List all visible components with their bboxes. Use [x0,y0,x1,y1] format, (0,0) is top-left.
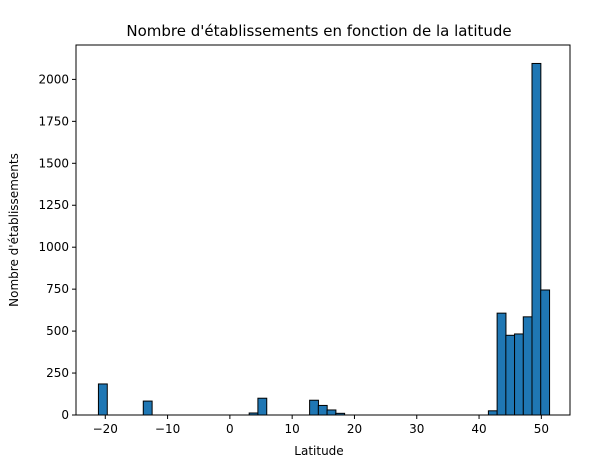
y-tick-label: 750 [46,282,69,296]
histogram-bar [531,62,542,416]
y-tick-label: 1000 [38,240,69,254]
x-tick-label: 10 [285,422,300,436]
histogram-bar [514,333,524,416]
y-tick-label: 0 [61,408,69,422]
x-tick-label: 50 [534,422,549,436]
x-tick-label: −10 [155,422,180,436]
x-tick-label: 40 [471,422,486,436]
x-axis-ticks: −20 −10 0 10 20 30 40 50 [93,415,549,436]
x-tick-label: 30 [409,422,424,436]
plot-area-frame [75,44,571,416]
histogram-bar [142,400,153,416]
y-tick-label: 250 [46,366,69,380]
x-axis-label: Latitude [294,444,343,458]
histogram-bar [317,404,328,416]
y-tick-label: 2000 [38,72,69,86]
histogram-bar [505,334,516,416]
x-tick-label: 20 [347,422,362,436]
histogram-bar [257,397,268,416]
chart-title: Nombre d'établissements en fonction de l… [126,22,511,40]
x-tick-label: 0 [226,422,234,436]
y-tick-label: 1750 [38,114,69,128]
y-tick-label: 1500 [38,156,69,170]
histogram-bar [496,312,507,416]
histogram-bar [522,316,533,416]
y-axis-ticks: 0 250 500 750 1000 1250 1500 1750 2000 [38,72,76,422]
histogram-bar [540,289,551,416]
y-axis-label: Nombre d'établissements [7,153,21,307]
histogram-bar [309,399,319,416]
x-tick-label: −20 [93,422,118,436]
histogram-bar [487,410,498,416]
y-tick-label: 500 [46,324,69,338]
histogram-bar [326,409,337,416]
histogram-bar [97,383,108,416]
bars-group [97,62,551,416]
y-tick-label: 1250 [38,198,69,212]
